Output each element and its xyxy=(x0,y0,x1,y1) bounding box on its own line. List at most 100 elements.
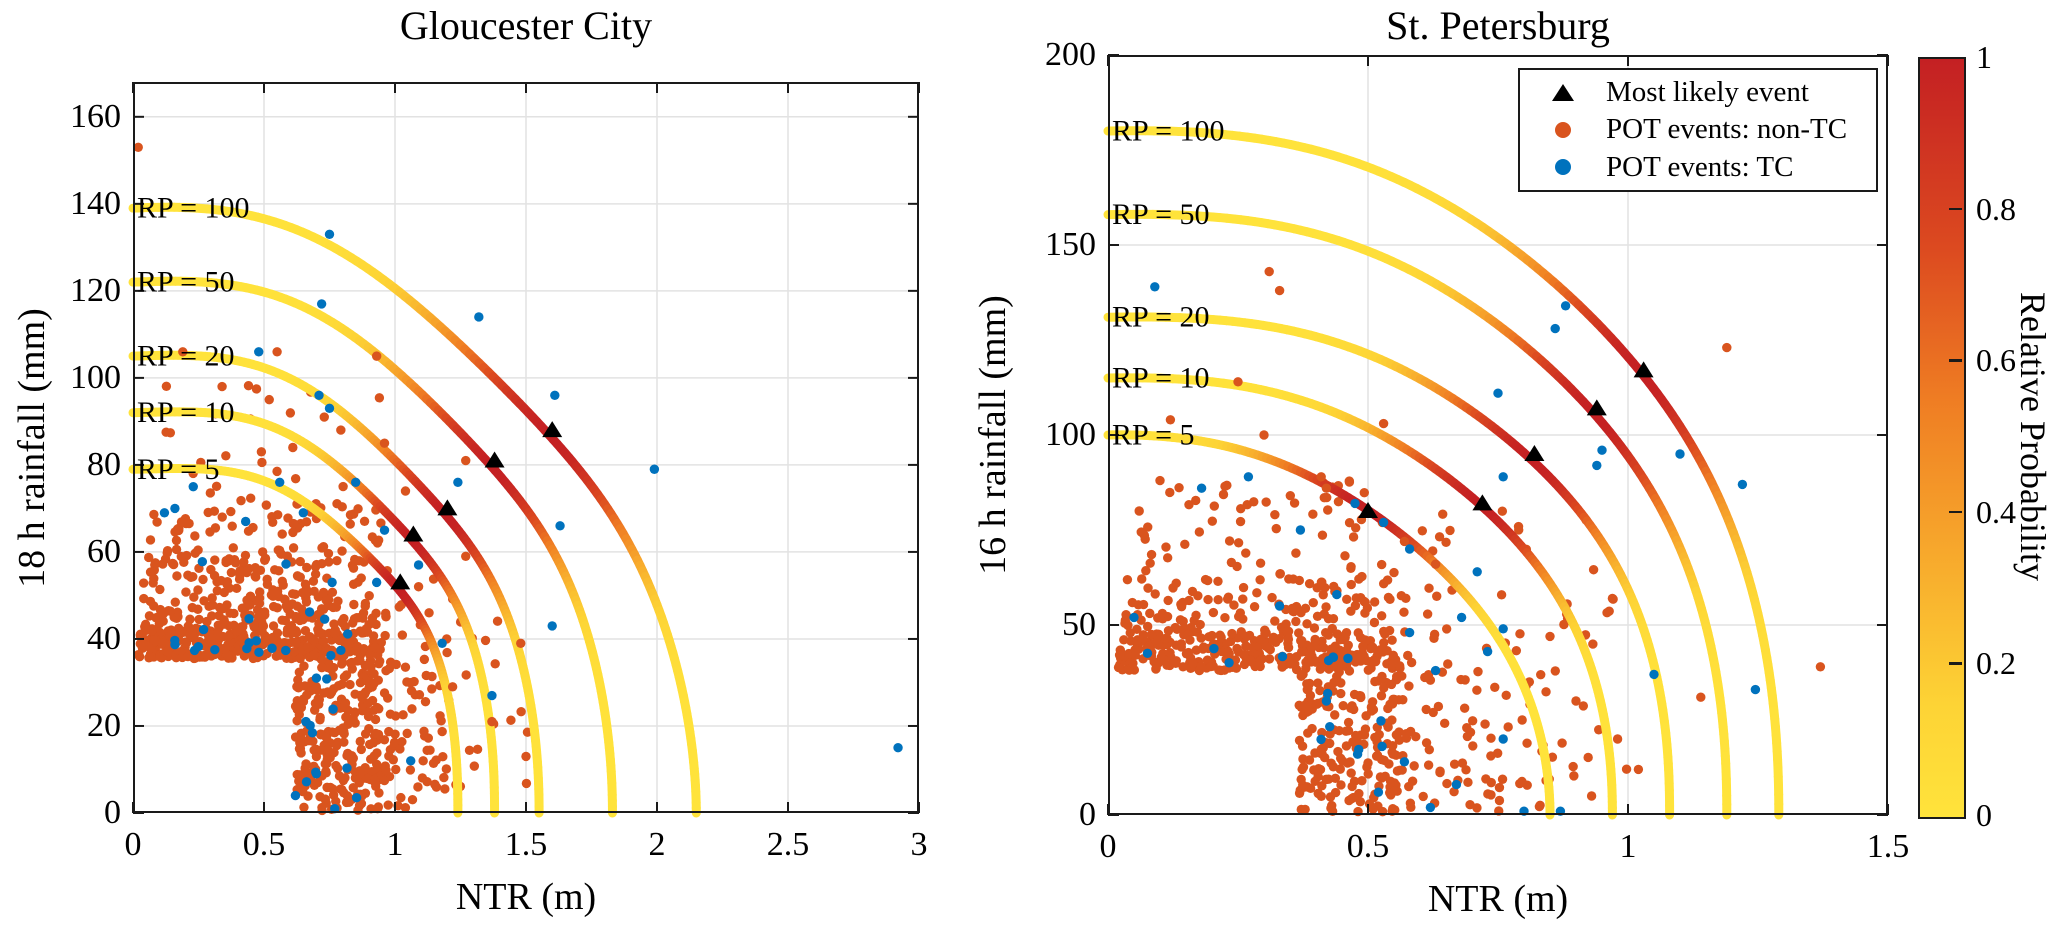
y-tick-label: 0 xyxy=(104,794,121,831)
dot-icon xyxy=(1555,121,1571,138)
pot-event-non-tc-point xyxy=(1176,639,1187,649)
pot-event-non-tc-point xyxy=(1328,762,1339,772)
pot-event-tc-point xyxy=(1649,669,1659,680)
pot-event-non-tc-point xyxy=(1497,506,1508,516)
pot-event-non-tc-point xyxy=(1259,430,1269,440)
pot-event-non-tc-point xyxy=(1183,647,1194,658)
pot-event-non-tc-point xyxy=(383,800,393,810)
pot-event-tc-point xyxy=(1274,601,1285,611)
pot-event-non-tc-point xyxy=(211,481,222,492)
pot-event-tc-point xyxy=(307,728,318,738)
pot-event-non-tc-point xyxy=(406,686,417,696)
pot-event-non-tc-point xyxy=(469,761,480,771)
pot-event-tc-point xyxy=(188,481,198,492)
pot-event-non-tc-point xyxy=(1156,652,1167,662)
pot-event-non-tc-point xyxy=(309,650,319,660)
pot-event-non-tc-point xyxy=(1224,536,1235,546)
pot-event-non-tc-point xyxy=(1300,603,1311,614)
x-tick-label: 1 xyxy=(386,826,404,863)
pot-event-non-tc-point xyxy=(300,579,311,589)
pot-event-non-tc-point xyxy=(1304,579,1315,589)
pot-event-non-tc-point xyxy=(1355,796,1366,807)
pot-event-non-tc-point xyxy=(1287,603,1297,614)
rp-label-10: RP = 10 xyxy=(1112,362,1210,395)
pot-event-tc-point xyxy=(1451,779,1462,790)
pot-event-tc-point xyxy=(1323,655,1334,666)
pot-event-non-tc-point xyxy=(381,765,391,775)
pot-event-non-tc-point xyxy=(315,712,325,723)
pot-event-non-tc-point xyxy=(1136,527,1146,537)
pot-event-non-tc-point xyxy=(351,646,361,656)
pot-event-non-tc-point xyxy=(1179,623,1189,633)
pot-event-non-tc-point xyxy=(1334,725,1344,736)
pot-event-non-tc-point xyxy=(1348,532,1359,542)
pot-event-non-tc-point xyxy=(313,624,323,635)
pot-event-non-tc-point xyxy=(1193,591,1203,601)
pot-event-non-tc-point xyxy=(1191,495,1201,506)
pot-event-non-tc-point xyxy=(172,571,182,581)
pot-event-non-tc-point xyxy=(521,751,531,762)
pot-event-non-tc-point xyxy=(490,659,500,669)
pot-event-non-tc-point xyxy=(1318,590,1328,600)
pot-event-non-tc-point xyxy=(207,600,218,610)
pot-event-non-tc-point xyxy=(365,655,376,666)
pot-event-non-tc-point xyxy=(190,531,200,541)
axes-box xyxy=(1108,55,1888,815)
pot-event-non-tc-point xyxy=(1319,643,1329,653)
pot-event-non-tc-point xyxy=(1346,703,1356,714)
pot-event-non-tc-point xyxy=(288,442,298,453)
pot-event-tc-point xyxy=(316,299,327,309)
pot-event-non-tc-point xyxy=(245,600,255,610)
pot-event-tc-point xyxy=(1597,445,1607,455)
pot-event-non-tc-point xyxy=(1202,575,1213,586)
pot-event-non-tc-point xyxy=(1418,791,1428,802)
pot-event-tc-point xyxy=(413,560,424,570)
pot-event-non-tc-point xyxy=(158,616,168,626)
pot-event-non-tc-point xyxy=(349,599,359,610)
pot-event-non-tc-point xyxy=(337,659,347,669)
pot-event-non-tc-point xyxy=(1150,589,1160,599)
pot-event-non-tc-point xyxy=(1480,719,1490,729)
rp-label-100: RP = 100 xyxy=(1112,115,1225,148)
pot-event-non-tc-point xyxy=(320,794,330,804)
pot-event-non-tc-point xyxy=(332,555,342,566)
pot-event-non-tc-point xyxy=(342,748,353,759)
pot-event-non-tc-point xyxy=(419,654,430,665)
pot-event-non-tc-point xyxy=(337,546,347,556)
pot-event-non-tc-point xyxy=(1514,525,1524,535)
pot-event-non-tc-point xyxy=(217,512,227,522)
pot-event-non-tc-point xyxy=(1399,607,1409,617)
pot-event-non-tc-point xyxy=(1233,377,1243,387)
pot-event-tc-point xyxy=(326,650,336,661)
pot-event-non-tc-point xyxy=(1541,687,1551,697)
pot-event-non-tc-point xyxy=(1226,557,1237,568)
pot-event-tc-point xyxy=(319,614,330,624)
pot-event-non-tc-point xyxy=(402,728,412,739)
pot-event-non-tc-point xyxy=(1387,635,1397,645)
pot-event-non-tc-point xyxy=(1340,551,1350,561)
pot-event-non-tc-point xyxy=(1195,619,1205,630)
pot-event-tc-point xyxy=(649,464,660,474)
pot-event-non-tc-point xyxy=(1178,662,1188,672)
pot-event-non-tc-point xyxy=(1317,530,1328,540)
pot-event-tc-point xyxy=(251,636,262,646)
pot-event-non-tc-point xyxy=(1462,723,1472,733)
pot-event-non-tc-point xyxy=(287,589,298,599)
pot-event-non-tc-point xyxy=(355,678,366,688)
pot-event-non-tc-point xyxy=(1428,707,1438,718)
pot-event-non-tc-point xyxy=(1119,635,1129,645)
pot-event-non-tc-point xyxy=(1252,588,1262,598)
pot-event-non-tc-point xyxy=(1238,614,1248,624)
legend-label: POT events: non-TC xyxy=(1606,113,1848,146)
pot-event-non-tc-point xyxy=(262,574,272,585)
pot-event-non-tc-point xyxy=(1122,574,1133,585)
pot-event-non-tc-point xyxy=(1497,774,1508,784)
gloucester-city-plot: RP = 100 RP = 50 RP = 20 RP = 10 RP = 5 xyxy=(128,82,920,818)
pot-event-non-tc-point xyxy=(198,574,208,585)
pot-event-non-tc-point xyxy=(1405,798,1416,808)
pot-event-non-tc-point xyxy=(1421,704,1431,715)
most-likely-event-marker-rp100 xyxy=(542,421,563,438)
pot-event-non-tc-point xyxy=(1522,738,1532,748)
pot-event-non-tc-point xyxy=(282,551,293,561)
pot-event-non-tc-point xyxy=(1208,607,1219,618)
